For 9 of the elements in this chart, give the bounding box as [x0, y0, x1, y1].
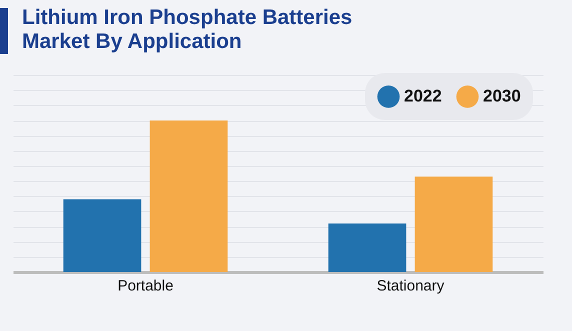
chart-title: Lithium Iron Phosphate Batteries Market By Application [21, 6, 354, 54]
bar [414, 176, 493, 272]
x-tick-label: Stationary [376, 278, 445, 294]
legend-label: 2022 [404, 86, 442, 106]
bar [150, 120, 228, 272]
bar [328, 224, 406, 272]
x-tick-label: Portable [118, 278, 174, 294]
legend-label: 2030 [483, 86, 521, 106]
bar [63, 199, 142, 272]
